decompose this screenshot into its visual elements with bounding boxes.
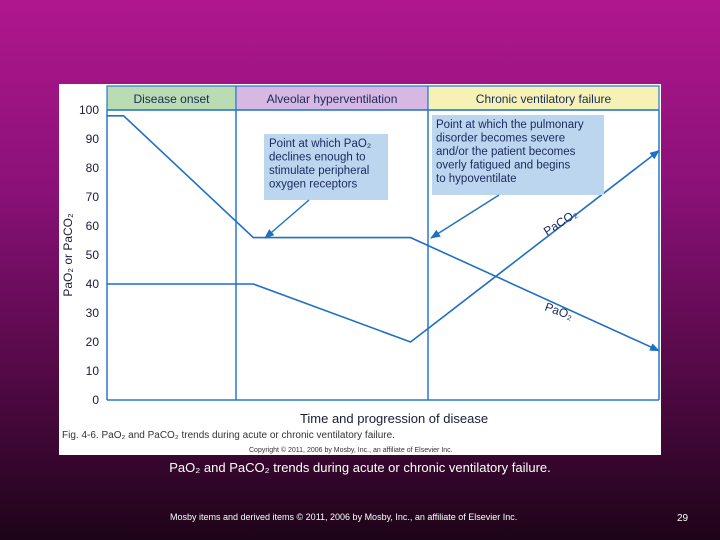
phase-label: Chronic ventilatory failure (476, 92, 612, 106)
y-tick-label: 10 (86, 364, 100, 378)
figure: Disease onset Alveolar hyperventilation Ch… (59, 84, 661, 455)
figure-caption: Fig. 4-6. PaO₂ and PaCO₂ trends during a… (62, 430, 395, 441)
y-tick-label: 90 (86, 132, 100, 146)
y-tick-label: 30 (86, 306, 100, 320)
y-tick-label: 50 (86, 248, 100, 262)
y-tick-label: 40 (86, 277, 100, 291)
annotation-arrow (264, 199, 310, 239)
y-tick-label: 0 (92, 393, 99, 407)
annotation-line: disorder becomes severe (436, 133, 565, 145)
annotation-line: to hypoventilate (436, 173, 517, 185)
annotation-line: Point at which PaO₂ (269, 138, 371, 150)
y-tick-label: 70 (86, 190, 100, 204)
annotation-arrow (430, 194, 500, 239)
phase-band (106, 85, 237, 111)
y-tick-label: 100 (79, 103, 99, 117)
y-tick-label: 60 (86, 219, 100, 233)
phase-label: Alveolar hyperventilation (267, 92, 398, 106)
annotation-line: stimulate peripheral (269, 165, 369, 177)
series-line (107, 114, 660, 352)
phase-label: Disease onset (133, 92, 210, 106)
annotation-line: and/or the patient becomes (436, 146, 576, 158)
x-axis-label: Time and progression of disease (300, 411, 488, 426)
chart: Disease onset Alveolar hyperventilation Ch… (61, 85, 660, 454)
slide-caption: PaO₂ and PaCO₂ trends during acute or ch… (169, 460, 551, 475)
y-tick-label: 80 (86, 161, 100, 175)
page-number: 29 (677, 513, 689, 524)
slide-copyright: Mosby items and derived items © 2011, 20… (170, 512, 518, 522)
figure-copyright: Copyright © 2011, 2006 by Mosby, Inc., a… (249, 446, 453, 454)
y-tick-label: 20 (86, 335, 100, 349)
annotation-line: Point at which the pulmonary (436, 119, 584, 131)
phase-band (235, 85, 429, 111)
annotation-line: oxygen receptors (269, 179, 357, 191)
series-line (107, 149, 660, 343)
annotation-box (264, 134, 388, 200)
series-label: PaO₂ (543, 300, 575, 323)
series-label: PaCO₂ (541, 206, 580, 238)
annotation-line: overly fatigued and begins (436, 160, 571, 172)
annotation-line: declines enough to (269, 152, 366, 164)
annotation-box (432, 115, 604, 195)
y-axis-label: PaO₂ or PaCO₂ (61, 213, 75, 297)
